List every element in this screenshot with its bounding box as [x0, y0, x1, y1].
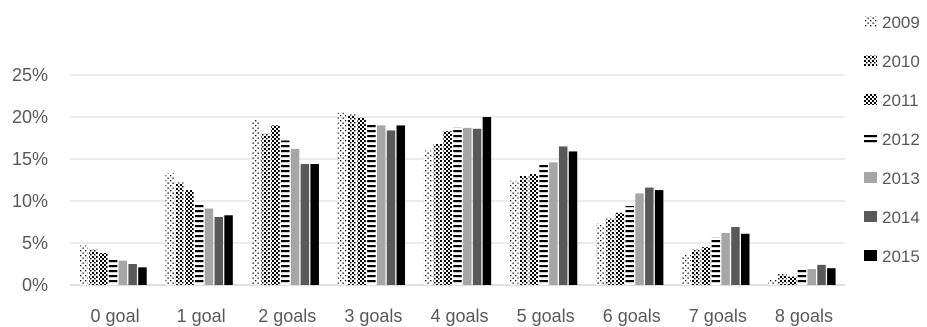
bar-2014-4	[472, 128, 482, 285]
bar-2010-7	[691, 249, 701, 285]
bar-2012-4	[453, 127, 462, 285]
bar-2009-7	[682, 253, 691, 285]
legend-label-2015: 2015	[882, 247, 920, 266]
bar-2010-0	[89, 249, 98, 285]
bar-2015-3	[396, 125, 406, 286]
bar-2015-7	[740, 233, 750, 285]
x-tick-label: 3 goals	[344, 306, 402, 326]
bar-2015-5	[568, 151, 578, 285]
bar-2013-5	[549, 162, 558, 285]
bar-2009-5	[509, 180, 519, 285]
bar-2011-7	[701, 247, 711, 285]
bar-2014-1	[214, 216, 224, 285]
legend-label-2010: 2010	[882, 52, 920, 71]
bar-2010-8	[778, 274, 787, 285]
y-axis: 0% 5% 10% 15% 20% 25%	[12, 65, 48, 295]
y-tick-label: 15%	[12, 149, 48, 169]
bar-2012-3	[367, 122, 376, 285]
bar-2014-8	[817, 264, 826, 285]
x-tick-label: 5 goals	[517, 306, 575, 326]
bar-2012-5	[539, 164, 548, 285]
y-tick-label: 5%	[22, 233, 48, 253]
bar-2011-6	[615, 212, 625, 285]
y-tick-label: 10%	[12, 191, 48, 211]
y-tick-label: 20%	[12, 107, 48, 127]
x-tick-label: 7 goals	[689, 306, 747, 326]
legend: 2009 2010 2011 2012 2013 2014 2015	[864, 13, 920, 266]
bar-2011-3	[357, 117, 366, 285]
bar-2014-3	[386, 130, 396, 285]
bar-2015-2	[310, 164, 319, 285]
legend-label-2009: 2009	[882, 13, 920, 32]
bars	[79, 112, 836, 286]
bar-2010-3	[347, 114, 357, 285]
bar-2009-1	[165, 173, 175, 285]
bar-2013-7	[721, 232, 730, 285]
bar-2013-4	[463, 127, 472, 285]
bar-2009-4	[423, 150, 433, 285]
bar-2012-0	[108, 259, 118, 285]
bar-2010-5	[519, 175, 529, 285]
x-tick-label: 4 goals	[430, 306, 488, 326]
bar-2012-2	[281, 140, 290, 285]
legend-swatch-2011	[864, 94, 877, 105]
bar-2014-5	[558, 146, 568, 285]
legend-swatch-2009	[864, 16, 877, 27]
bar-2013-3	[376, 125, 386, 286]
bar-2015-4	[482, 117, 492, 285]
bar-2009-3	[337, 112, 347, 285]
legend-label-2013: 2013	[882, 169, 920, 188]
bar-2015-1	[224, 215, 233, 285]
x-axis: 0 goal 1 goal 2 goals 3 goals 4 goals 5 goals…	[91, 306, 833, 326]
bar-2014-0	[128, 264, 137, 285]
bar-2009-6	[596, 223, 605, 285]
y-tick-label: 0%	[22, 275, 48, 295]
bar-2011-5	[529, 174, 539, 285]
bar-2011-1	[185, 190, 194, 285]
legend-swatch-2013	[864, 172, 877, 183]
bar-2014-7	[731, 227, 740, 285]
legend-swatch-2010	[864, 55, 877, 66]
bar-2010-2	[261, 133, 270, 285]
bar-2011-2	[271, 125, 280, 286]
bar-2014-6	[645, 187, 654, 285]
bar-2013-6	[635, 193, 644, 285]
x-tick-label: 2 goals	[258, 306, 316, 326]
bar-2009-8	[768, 279, 777, 285]
x-tick-label: 8 goals	[775, 306, 833, 326]
bar-2013-8	[807, 269, 816, 285]
bar-2012-6	[625, 206, 634, 285]
bar-2014-2	[300, 164, 310, 285]
bar-2010-4	[433, 143, 443, 285]
legend-swatch-2014	[864, 211, 877, 222]
bar-2015-8	[827, 268, 836, 285]
legend-swatch-2012	[864, 133, 877, 144]
bar-2012-8	[797, 269, 807, 285]
bar-2011-4	[443, 131, 452, 285]
bar-2012-7	[711, 237, 721, 285]
bar-2013-0	[118, 260, 128, 285]
bar-2013-1	[204, 208, 214, 285]
x-tick-label: 1 goal	[177, 306, 226, 326]
legend-label-2011: 2011	[882, 91, 919, 110]
bar-2010-6	[605, 218, 615, 285]
bar-2010-1	[175, 182, 184, 285]
legend-label-2014: 2014	[882, 208, 920, 227]
legend-swatch-2015	[864, 250, 877, 261]
bar-2009-2	[251, 119, 261, 286]
bar-2011-8	[787, 276, 797, 285]
bar-2013-2	[290, 148, 300, 285]
bar-2015-0	[138, 267, 147, 285]
x-tick-label: 6 goals	[603, 306, 661, 326]
bar-2011-0	[99, 253, 108, 285]
bar-2015-6	[654, 190, 664, 285]
x-tick-label: 0 goal	[91, 306, 140, 326]
y-tick-label: 25%	[12, 65, 48, 85]
legend-label-2012: 2012	[882, 130, 920, 149]
bar-2009-0	[79, 245, 88, 285]
bar-2012-1	[194, 203, 204, 285]
